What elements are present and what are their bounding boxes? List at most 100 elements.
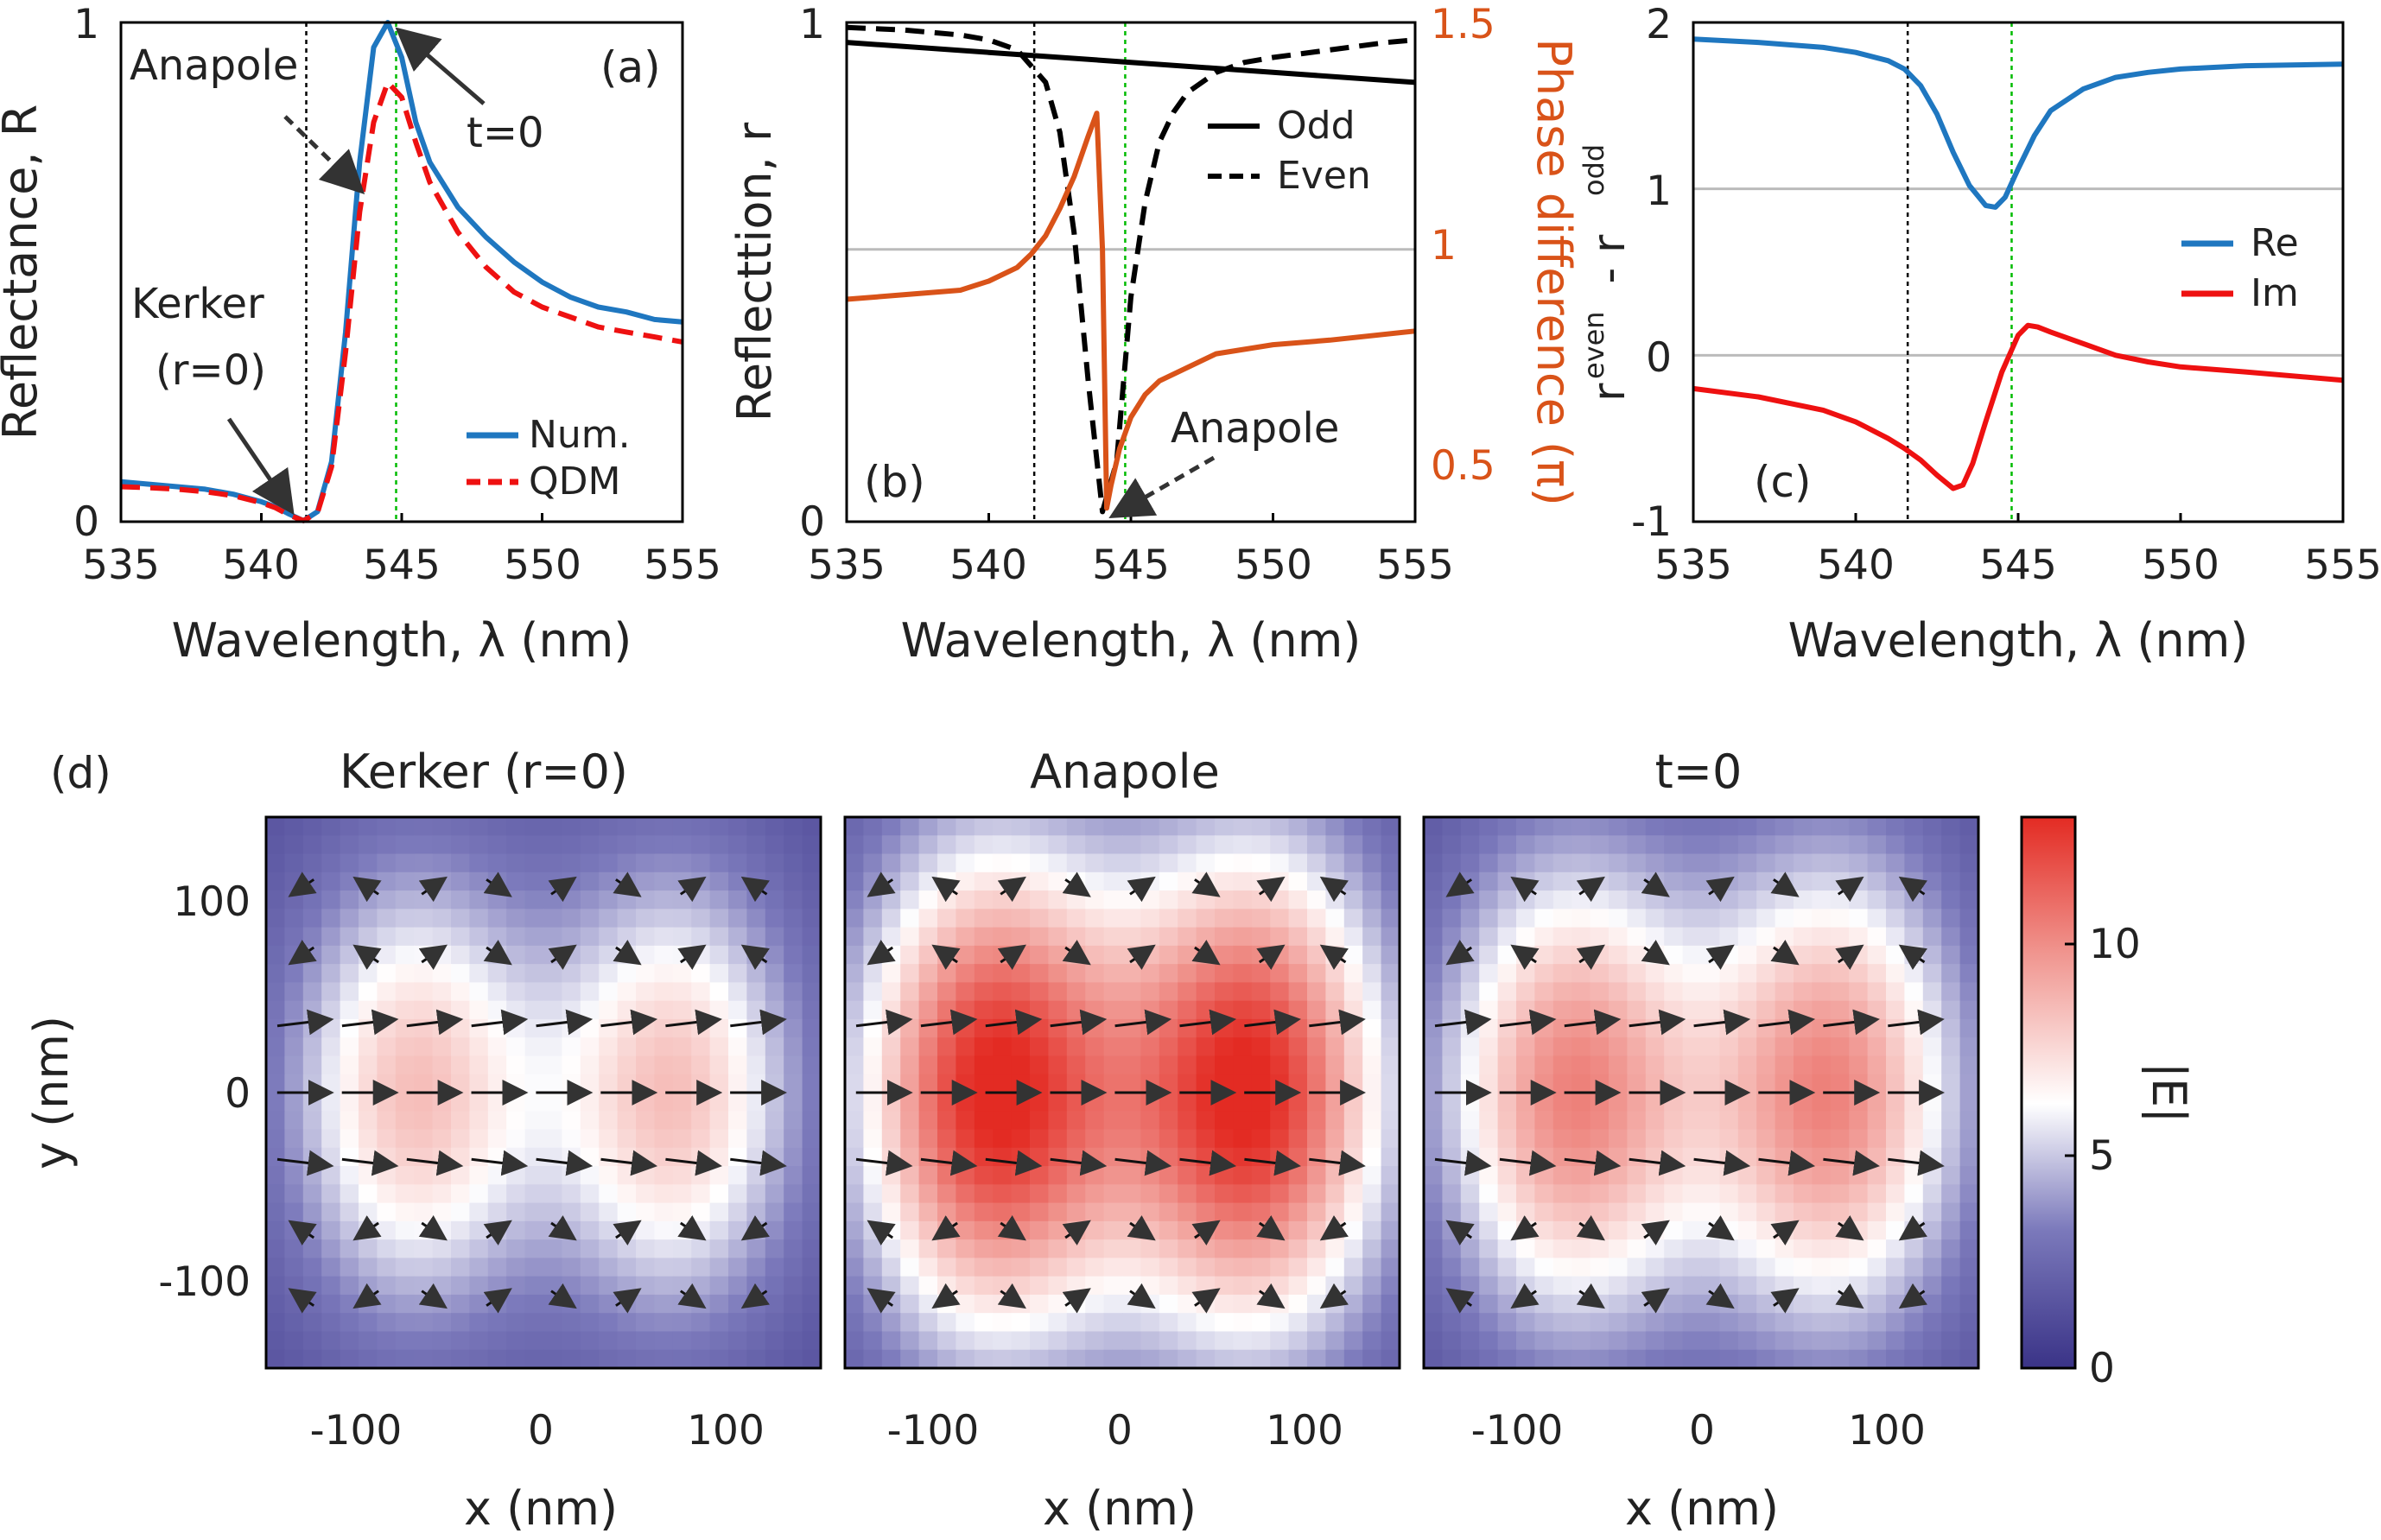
map-2-field-arrow	[1510, 944, 1540, 970]
map-0-cell	[654, 1074, 674, 1093]
panel-a-annot-t0: t=0	[467, 109, 544, 157]
map-0-cell	[266, 982, 285, 1002]
map-2-field-arrow	[1510, 876, 1540, 903]
map-2-cell	[1959, 1111, 1979, 1131]
map-2-cell	[1460, 835, 1480, 855]
map-0-cell	[691, 853, 711, 873]
map-0-cell	[672, 1202, 692, 1222]
map-2-cell	[1849, 890, 1869, 909]
panel-b-xlabel: Wavelength, λ (nm)	[901, 613, 1362, 668]
map-2-field-arrow	[1823, 1150, 1880, 1176]
map-2-cell	[1959, 1202, 1979, 1222]
map-0-cell	[802, 871, 822, 891]
map-1-cell	[1362, 1074, 1382, 1093]
map-1-cell	[1362, 1184, 1382, 1204]
map-1-cell	[1307, 909, 1326, 928]
map-1-cell	[1159, 1093, 1178, 1112]
map-title-anapole: Anapole	[1030, 745, 1220, 799]
map-2-cell	[1552, 1037, 1572, 1057]
map-1-cell	[900, 964, 920, 983]
map-0-cell	[765, 1111, 784, 1131]
panel-c-label: (c)	[1754, 457, 1812, 507]
map-1-cell	[1066, 1055, 1086, 1075]
map-2-cell	[1534, 1239, 1554, 1258]
map-1-cell	[1178, 1276, 1197, 1296]
map-0-cell	[395, 964, 415, 983]
map-1-cell	[937, 982, 956, 1002]
panel-2-series-re	[1692, 36, 2344, 210]
map-1-cell	[1325, 1184, 1345, 1204]
map-1-cell	[1159, 1276, 1178, 1296]
map-2-cell	[1959, 1000, 1979, 1020]
map-0-cell	[377, 1239, 397, 1258]
map-0-cell	[432, 1258, 452, 1277]
map-2-cell	[1516, 982, 1535, 1002]
map-0-cell	[359, 1055, 378, 1075]
panel-c-legend-im: Im	[2251, 271, 2299, 315]
map-2-cell	[1516, 1202, 1535, 1222]
map-1-cell	[956, 817, 975, 836]
map-2-cell	[1886, 1331, 1905, 1351]
map-2-cell	[1886, 1074, 1905, 1093]
map-2-cell	[1609, 1000, 1628, 1020]
map-0-cell	[266, 1129, 285, 1149]
map-0-cell	[487, 964, 507, 983]
map-0-cell	[784, 817, 803, 836]
map-1-cell	[1288, 853, 1308, 873]
map-1-cell	[956, 927, 975, 947]
map-0-field-arrow	[483, 871, 512, 897]
map-1-cell	[1122, 1055, 1141, 1075]
map-2-field-arrow	[1576, 876, 1605, 903]
map-2-cell	[1534, 1313, 1554, 1333]
map-1-cell	[1343, 1239, 1363, 1258]
map-0-cell	[580, 817, 600, 836]
map-0-cell	[321, 1093, 341, 1112]
map-2-cell	[1460, 964, 1480, 983]
map-0-cell	[395, 1000, 415, 1020]
map-2-cell	[1904, 1184, 1924, 1204]
map-1-cell	[1307, 1313, 1326, 1333]
map-2-cell	[1941, 1184, 1961, 1204]
map-0-cell	[469, 1147, 489, 1167]
map-0-cell	[784, 1313, 803, 1333]
map-1-cell	[1011, 1111, 1031, 1131]
map-2-cell	[1571, 982, 1591, 1002]
map-0-cell	[599, 853, 619, 873]
map-1-cell	[1103, 1129, 1123, 1149]
map-2-cell	[1534, 1000, 1554, 1020]
map2-xlabel: x (nm)	[1043, 1481, 1197, 1536]
map-1-cell	[1362, 1239, 1382, 1258]
map-0-cell	[672, 982, 692, 1002]
map-2-cell	[1812, 1258, 1832, 1277]
map-1-cell	[1048, 1202, 1068, 1222]
map-2-cell	[1886, 1202, 1905, 1222]
map-0-cell	[524, 1000, 544, 1020]
map-0-cell	[469, 1000, 489, 1020]
map-2-cell	[1609, 1294, 1628, 1314]
map-1-cell	[1103, 927, 1123, 947]
map-0-cell	[284, 1239, 304, 1258]
map-2-cell	[1645, 890, 1665, 909]
map-0-cell	[377, 1037, 397, 1057]
map-1-cell	[1011, 1166, 1031, 1185]
map-2-cell	[1959, 1055, 1979, 1075]
map-1-cell	[900, 1184, 920, 1204]
map-0-cell	[340, 909, 359, 928]
map-1-cell	[1325, 1166, 1345, 1185]
map-2-cell	[1609, 1220, 1628, 1240]
map-2-cell	[1664, 871, 1684, 891]
map-1-cell	[1159, 1074, 1178, 1093]
map-2-cell	[1922, 1111, 1942, 1131]
map-2-field-arrow	[1629, 1009, 1686, 1036]
map-2-cell	[1941, 890, 1961, 909]
map-0-cell	[340, 1074, 359, 1093]
map-0-cell	[432, 1129, 452, 1149]
map-2-cell	[1609, 1276, 1628, 1296]
map-2-cell	[1516, 1055, 1535, 1075]
map-2-cell	[1552, 1276, 1572, 1296]
map-1-cell	[900, 945, 920, 965]
map-1-cell	[974, 1129, 994, 1149]
map-2-cell	[1609, 1037, 1628, 1057]
map-0-field-arrow	[536, 1009, 594, 1036]
map-0-cell	[340, 927, 359, 947]
